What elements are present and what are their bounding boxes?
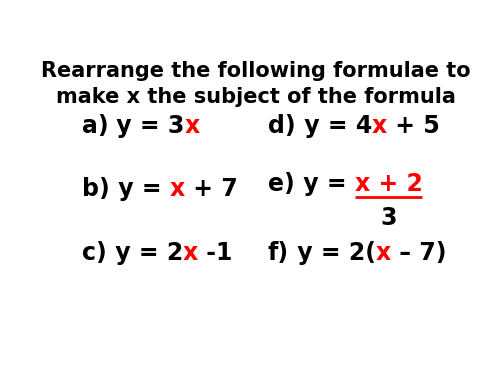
- Text: d): d): [268, 114, 295, 138]
- Text: + 5: + 5: [387, 114, 440, 138]
- Text: e): e): [268, 172, 294, 196]
- Text: y =: y =: [294, 172, 354, 196]
- Text: x: x: [170, 177, 185, 201]
- Text: b): b): [82, 177, 110, 201]
- Text: x: x: [372, 114, 387, 138]
- Text: x: x: [183, 241, 198, 265]
- Text: y = 2: y = 2: [106, 241, 183, 265]
- Text: + 7: + 7: [185, 177, 238, 201]
- Text: a): a): [82, 114, 108, 138]
- Text: – 7): – 7): [391, 241, 447, 265]
- Text: y =: y =: [110, 177, 170, 201]
- Text: y = 2(: y = 2(: [289, 241, 376, 265]
- Text: Rearrange the following formulae to: Rearrange the following formulae to: [42, 61, 471, 81]
- Text: x: x: [185, 114, 200, 138]
- Text: c): c): [82, 241, 106, 265]
- Text: y = 3: y = 3: [108, 114, 185, 138]
- Text: -1: -1: [198, 241, 232, 265]
- Text: x: x: [376, 241, 391, 265]
- Text: make x the subject of the formula: make x the subject of the formula: [56, 87, 456, 107]
- Text: x + 2: x + 2: [354, 172, 422, 196]
- Text: 3: 3: [380, 206, 396, 230]
- Text: f): f): [268, 241, 289, 265]
- Text: y = 4: y = 4: [296, 114, 372, 138]
